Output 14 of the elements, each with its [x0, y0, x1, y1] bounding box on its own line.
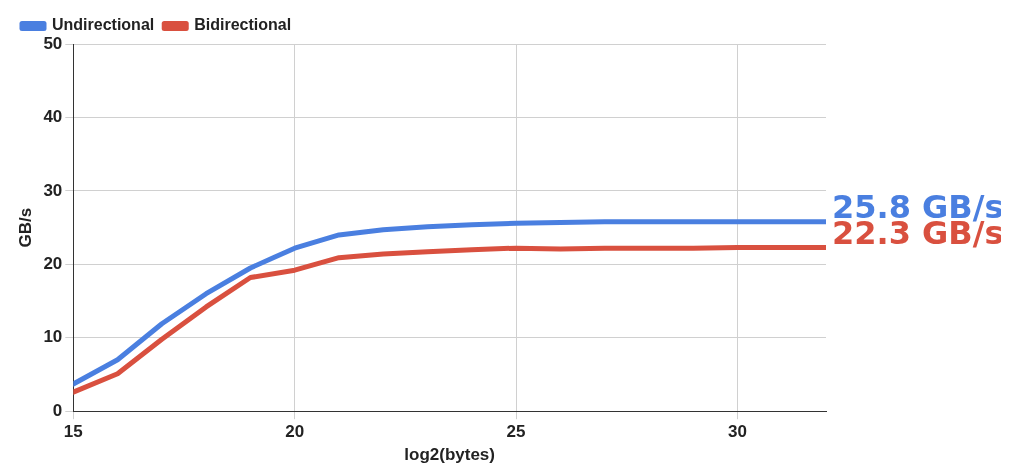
- y-axis-title: GB/s: [15, 207, 35, 248]
- y-tick-label: 0: [52, 400, 63, 420]
- y-tick-label: 20: [43, 254, 63, 274]
- y-tick-label: 40: [43, 107, 63, 127]
- x-axis-title: log2(bytes): [404, 445, 495, 465]
- y-tick-label: 50: [43, 33, 63, 53]
- y-tick-label: 30: [43, 180, 63, 200]
- x-tick-label: 25: [506, 422, 526, 442]
- legend-label: Undirectional: [52, 16, 155, 34]
- x-tick-label: 30: [727, 422, 747, 442]
- y-tick-label: 10: [43, 327, 63, 347]
- legend-label: Bidirectional: [194, 16, 292, 34]
- x-tick-label: 20: [285, 422, 305, 442]
- x-tick-label: 15: [63, 422, 83, 442]
